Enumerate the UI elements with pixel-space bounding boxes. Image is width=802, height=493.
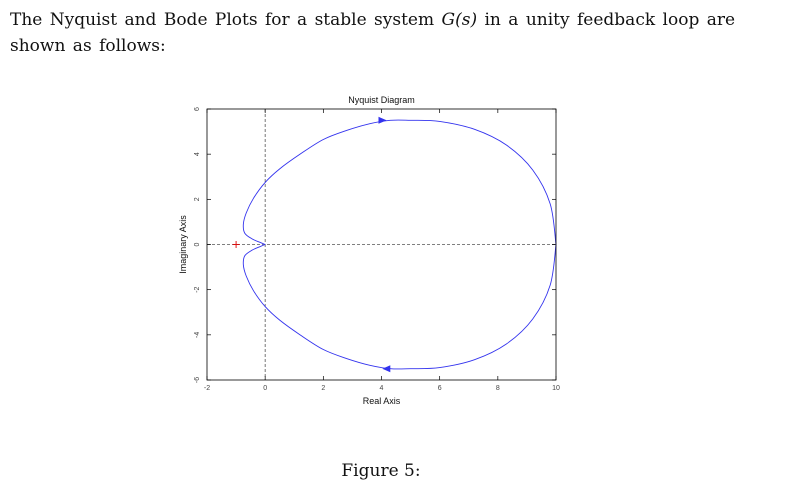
figure-caption-text: Figure 5: <box>341 461 421 481</box>
nyquist-curve-lower <box>242 244 557 370</box>
y-tick-label: 2 <box>194 197 201 201</box>
x-tick-label: 6 <box>438 385 442 392</box>
x-tick-label: 8 <box>496 385 500 392</box>
intro-math-gs: G(s) <box>441 10 478 30</box>
x-axis-label: Real Axis <box>363 396 401 406</box>
plot-layer: -2 0 2 4 6 8 10 -6 -4 -2 0 2 4 6 <box>194 107 560 392</box>
y-tick-label: 0 <box>194 242 201 246</box>
y-tick-label: -2 <box>194 286 201 292</box>
y-tick-label: 6 <box>194 107 201 111</box>
intro-text-after: in a unity feedback loop are shown as fo… <box>10 10 736 56</box>
chart-title: Nyquist Diagram <box>348 95 415 105</box>
y-tick-label: -6 <box>194 377 201 383</box>
intro-text-before: The Nyquist and Bode Plots for a stable … <box>10 10 442 30</box>
x-tick-label: 10 <box>552 385 560 392</box>
plot-frame <box>206 108 557 381</box>
direction-arrow-right <box>378 116 387 124</box>
figure-caption: Figure 5: <box>0 461 802 481</box>
y-axis-label: Imaginary Axis <box>178 215 188 274</box>
x-tick-label: -2 <box>204 385 210 392</box>
direction-arrow-left <box>382 365 391 373</box>
x-tick-label: 0 <box>263 385 267 392</box>
x-tick-label: 2 <box>321 385 325 392</box>
y-tick-label: 4 <box>194 152 201 156</box>
x-tick-label: 4 <box>380 385 384 392</box>
nyquist-curve-upper <box>242 119 557 245</box>
intro-paragraph: The Nyquist and Bode Plots for a stable … <box>10 7 792 59</box>
y-tick-label: -4 <box>194 332 201 338</box>
